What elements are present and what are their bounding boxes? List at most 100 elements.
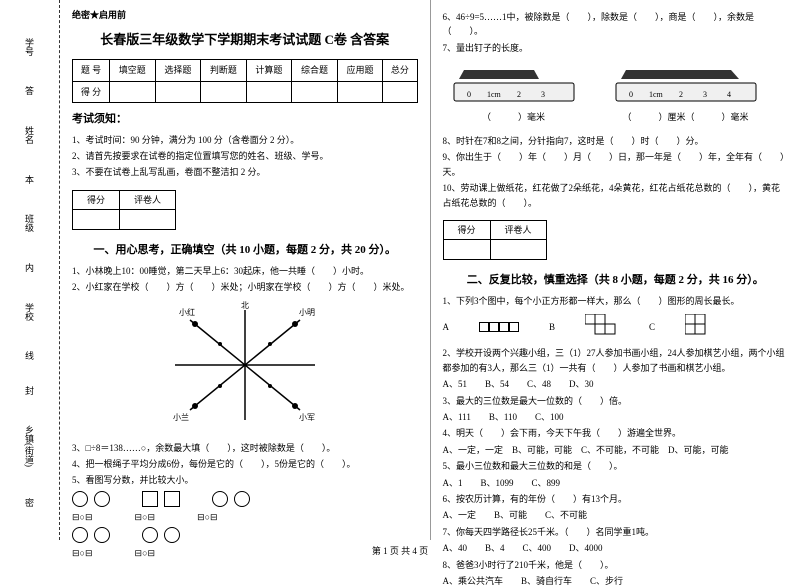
ruler-answer: （ ）厘米（ ）毫米 xyxy=(611,110,761,124)
svg-text:0: 0 xyxy=(629,90,633,99)
fraction-blanks-row: ⊟○⊟ ⊟○⊟ ⊟○⊟ xyxy=(72,510,418,524)
circle-shape xyxy=(234,491,250,507)
binding-field-id: 学号 xyxy=(22,33,37,61)
square-shape xyxy=(142,491,158,507)
question: 9、你出生于（ ）年（ ）月（ ）日，那一年是（ ）年，全年有（ ）天。 xyxy=(443,150,789,179)
question: 5、最小三位数和最大三位数的和是（ ）。 xyxy=(443,459,789,473)
circle-shape xyxy=(72,491,88,507)
question: 6、按农历计算，有的年份（ ）有13个月。 xyxy=(443,492,789,506)
binding-hint: 答 xyxy=(23,86,36,95)
question: 8、时针在7和8之间，分针指向7，这时是（ ）时（ ）分。 xyxy=(443,134,789,148)
svg-text:2: 2 xyxy=(517,90,521,99)
circle-shape xyxy=(94,527,110,543)
binding-hint: 内 xyxy=(23,263,36,272)
svg-text:小军: 小军 xyxy=(299,413,315,422)
ruler-1: 01cm 23 （ ）毫米 xyxy=(449,65,579,124)
header-cell: 应用题 xyxy=(337,60,383,81)
svg-text:0: 0 xyxy=(467,90,471,99)
score-table: 题 号 填空题 选择题 判断题 计算题 综合题 应用题 总分 得 分 xyxy=(72,59,418,103)
binding-field-name: 姓名 xyxy=(22,121,37,149)
section-score-box: 得分评卷人 xyxy=(443,220,547,260)
question: 10、劳动课上做纸花，红花做了2朵纸花，4朵黄花，红花占纸花总数的（ ），黄花占… xyxy=(443,181,789,210)
header-cell: 判断题 xyxy=(201,60,247,81)
question: 1、下列3个图中，每个小正方形都一样大，那么（ ）图形的周长最长。 xyxy=(443,294,789,308)
binding-margin: 学号 答 姓名 本 班级 内 学校 线 封 乡镇(街道) 密 xyxy=(0,0,60,540)
ruler-answer: （ ）毫米 xyxy=(449,110,579,124)
table-row: 得 分 xyxy=(73,81,418,102)
header-cell: 填空题 xyxy=(110,60,156,81)
compass-diagram: 北 小红 小明 小兰 小军 xyxy=(72,300,418,434)
grader-label: 评卷人 xyxy=(120,190,176,209)
options: A、一定，一定 B、可能，可能 C、不可能，不可能 D、可能，可能 xyxy=(443,443,789,457)
blank: ⊟○⊟ xyxy=(72,510,93,524)
square-shape xyxy=(164,491,180,507)
header-cell: 题 号 xyxy=(73,60,110,81)
row-label: 得 分 xyxy=(73,81,110,102)
question: 7、量出钉子的长度。 xyxy=(443,41,789,55)
blank: ⊟○⊟ xyxy=(135,510,156,524)
circle-shape xyxy=(94,491,110,507)
shape-options: A B C xyxy=(443,314,789,340)
binding-hint: 线 xyxy=(23,351,36,360)
exam-title: 长春版三年级数学下学期期末考试试题 C卷 含答案 xyxy=(72,30,418,51)
ruler-svg: 01cm 23 xyxy=(449,65,579,105)
notice-item: 2、请首先按要求在试卷的指定位置填写您的姓名、班级、学号。 xyxy=(72,149,418,163)
score-label: 得分 xyxy=(443,220,490,239)
blank: ⊟○⊟ xyxy=(135,546,156,560)
question: 4、明天（ ）会下雨，今天下午我（ ）游遍全世界。 xyxy=(443,426,789,440)
header-cell: 计算题 xyxy=(246,60,292,81)
fraction-shapes-row xyxy=(72,527,418,543)
options: A、1 B、1099 C、899 xyxy=(443,476,789,490)
option-label: C xyxy=(649,320,655,334)
question: 3、最大的三位数是最大一位数的（ ）倍。 xyxy=(443,394,789,408)
section2-title: 二、反复比较，慎重选择（共 8 小题，每题 2 分，共 16 分）。 xyxy=(443,272,789,290)
question: 4、把一根绳子平均分成6份，每份是它的（ ），5份是它的（ ）。 xyxy=(72,457,418,471)
table-row: 题 号 填空题 选择题 判断题 计算题 综合题 应用题 总分 xyxy=(73,60,418,81)
ruler-svg: 0 1cm 2 3 4 xyxy=(611,65,761,105)
question: 7、你每天四学路径长25千米。（ ）名同学重1吨。 xyxy=(443,525,789,539)
notice-item: 1、考试时间：90 分钟，满分为 100 分（含卷面分 2 分）。 xyxy=(72,133,418,147)
notice-item: 3、不要在试卷上乱写乱画，卷面不整洁扣 2 分。 xyxy=(72,165,418,179)
question: 6、46÷9=5……1中，被除数是（ ），除数是（ ），商是（ ），余数是（ ）… xyxy=(443,10,789,39)
header-cell: 选择题 xyxy=(155,60,201,81)
content-area: 绝密★启用前 长春版三年级数学下学期期末考试试题 C卷 含答案 题 号 填空题 … xyxy=(60,0,800,540)
blank: ⊟○⊟ xyxy=(197,510,218,524)
header-cell: 综合题 xyxy=(292,60,338,81)
option-label: A xyxy=(443,320,450,334)
section-score-box: 得分评卷人 xyxy=(72,190,176,230)
circle-shape xyxy=(212,491,228,507)
question: 3、□÷8＝138……○，余数最大填（ ），这时被除数是（ ）。 xyxy=(72,441,418,455)
binding-field-class: 班级 xyxy=(22,209,37,237)
left-column: 绝密★启用前 长春版三年级数学下学期期末考试试题 C卷 含答案 题 号 填空题 … xyxy=(60,0,431,540)
options: A、一定 B、可能 C、不可能 xyxy=(443,508,789,522)
compass-svg: 北 小红 小明 小兰 小军 xyxy=(165,300,325,430)
page-container: 学号 答 姓名 本 班级 内 学校 线 封 乡镇(街道) 密 绝密★启用前 长春… xyxy=(0,0,800,540)
svg-text:小明: 小明 xyxy=(299,308,315,317)
svg-text:小兰: 小兰 xyxy=(173,412,189,422)
secret-label: 绝密★启用前 xyxy=(72,8,418,22)
section1-title: 一、用心思考，正确填空（共 10 小题，每题 2 分，共 20 分）。 xyxy=(72,242,418,260)
svg-text:北: 北 xyxy=(241,301,249,310)
svg-text:3: 3 xyxy=(541,90,545,99)
svg-text:1cm: 1cm xyxy=(649,90,664,99)
options: A、乘公共汽车 B、骑自行车 C、步行 xyxy=(443,574,789,588)
svg-text:2: 2 xyxy=(679,90,683,99)
question: 2、学校开设两个兴趣小组，三（1）27人参加书画小组，24人参加棋艺小组，两个小… xyxy=(443,346,789,375)
binding-field-school: 学校 xyxy=(22,298,37,326)
fraction-blanks-row: ⊟○⊟ ⊟○⊟ xyxy=(72,546,418,560)
notice-heading: 考试须知： xyxy=(72,111,418,129)
shape-c xyxy=(685,314,709,340)
fraction-shapes-row xyxy=(72,491,418,507)
binding-field-town: 乡镇(街道) xyxy=(22,420,37,472)
binding-hint: 封 xyxy=(23,386,36,395)
svg-text:4: 4 xyxy=(727,90,731,99)
option-label: B xyxy=(549,320,555,334)
rulers-row: 0 1cm 2 3 （ ）毫米 0 1cm 2 3 4 （ ）厘米（ ）毫米 xyxy=(443,61,789,128)
right-column: 6、46÷9=5……1中，被除数是（ ），除数是（ ），商是（ ），余数是（ ）… xyxy=(431,0,800,540)
shape-b xyxy=(585,314,619,340)
circle-shape xyxy=(72,527,88,543)
options: A、40 B、4 C、400 D、4000 xyxy=(443,541,789,555)
svg-text:3: 3 xyxy=(703,90,707,99)
score-label: 得分 xyxy=(73,190,120,209)
question: 2、小红家在学校（ ）方（ ）米处；小明家在学校（ ）方（ ）米处。 xyxy=(72,280,418,294)
